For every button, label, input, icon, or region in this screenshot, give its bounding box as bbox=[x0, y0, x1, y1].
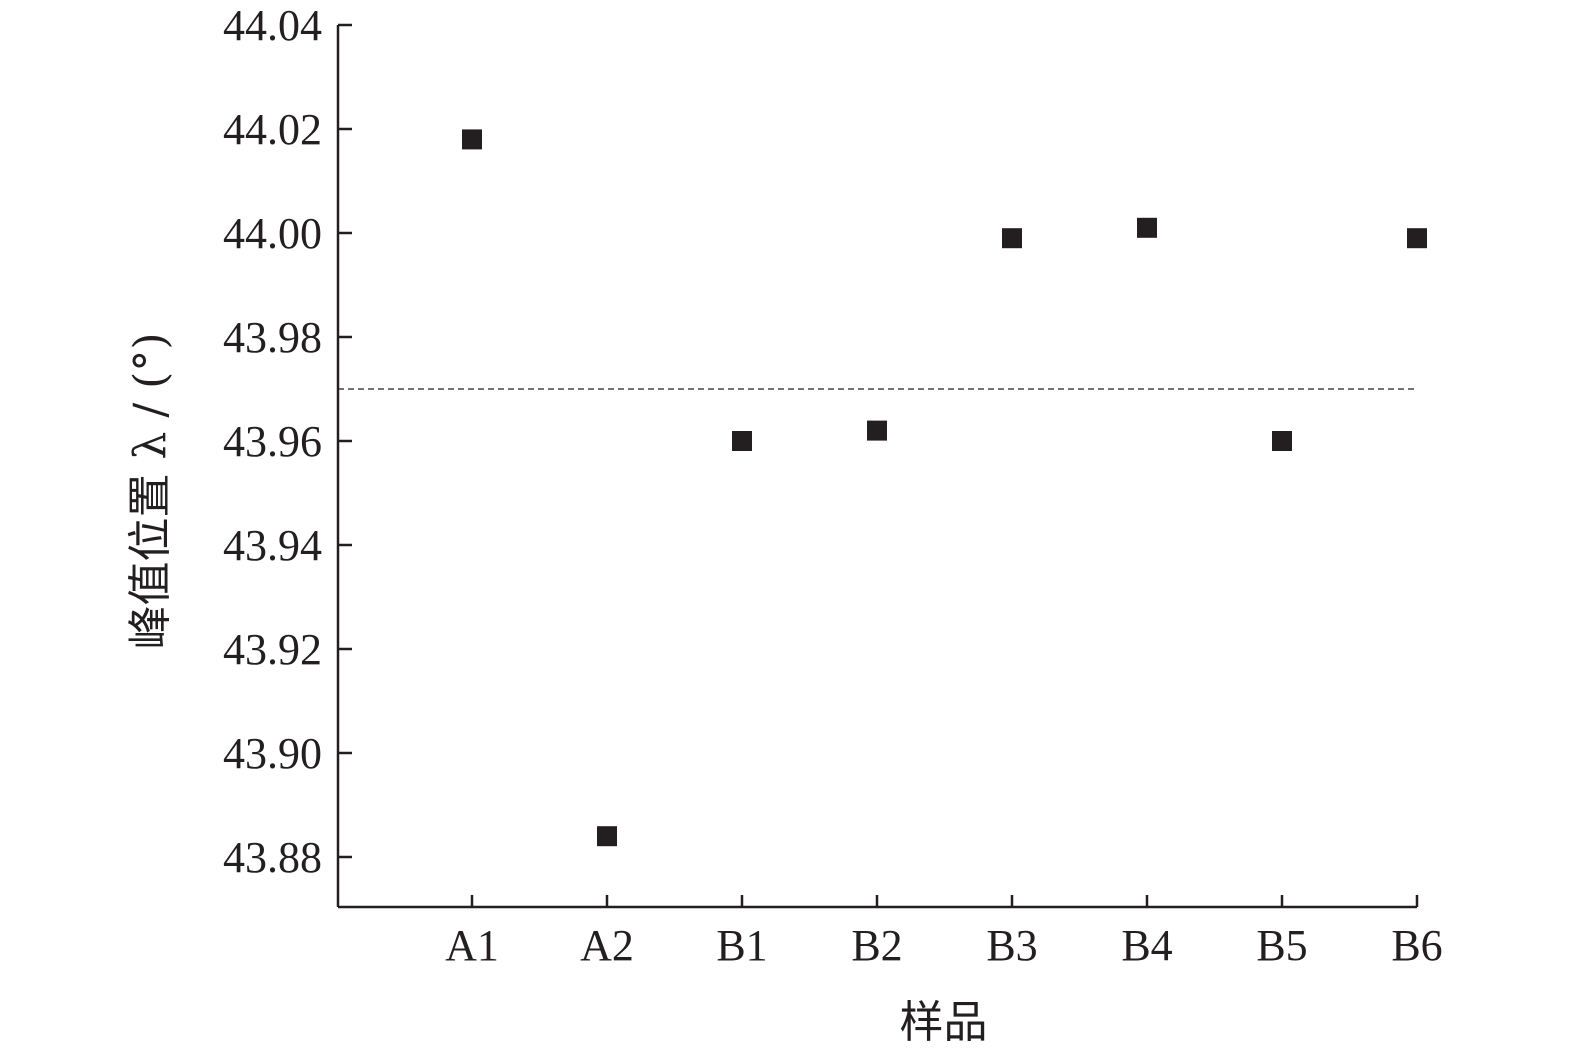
axes bbox=[336, 25, 1417, 909]
y-tick-label: 43.88 bbox=[223, 833, 322, 882]
x-tick-label: B5 bbox=[1256, 921, 1307, 970]
data-point bbox=[597, 826, 617, 847]
x-ticks: A1 A2 B1 B2 B3 B4 B5 B6 bbox=[445, 895, 1443, 970]
y-tick-label: 43.94 bbox=[223, 521, 322, 570]
data-point bbox=[1272, 431, 1292, 451]
y-tick-label: 43.96 bbox=[223, 417, 322, 466]
x-tick-label: B1 bbox=[716, 921, 767, 970]
x-tick-label: A2 bbox=[580, 921, 634, 970]
y-tick-label: 43.92 bbox=[223, 625, 322, 674]
x-tick-label: B3 bbox=[986, 921, 1037, 970]
data-point bbox=[732, 431, 752, 451]
x-tick-label: B2 bbox=[851, 921, 902, 970]
data-points bbox=[462, 129, 1427, 847]
x-axis-title: 样品 bbox=[900, 997, 988, 1048]
y-tick-label: 44.02 bbox=[223, 105, 322, 154]
data-point bbox=[1002, 228, 1022, 249]
data-point bbox=[462, 129, 482, 150]
data-point bbox=[867, 420, 887, 441]
y-tick-label: 43.90 bbox=[223, 729, 322, 778]
x-tick-label: A1 bbox=[445, 921, 499, 970]
y-tick-label: 44.04 bbox=[223, 1, 322, 50]
x-tick-label: B4 bbox=[1121, 921, 1172, 970]
y-axis-title: 峰值位置 λ / (°) bbox=[125, 332, 176, 649]
data-point bbox=[1137, 217, 1157, 238]
y-ticks: 43.88 43.90 43.92 43.94 43.96 43.98 44.00 44.02… bbox=[223, 1, 352, 882]
data-point bbox=[1407, 228, 1427, 249]
y-tick-label: 44.00 bbox=[223, 209, 322, 258]
y-tick-label: 43.98 bbox=[223, 313, 322, 362]
x-tick-label: B6 bbox=[1391, 921, 1442, 970]
